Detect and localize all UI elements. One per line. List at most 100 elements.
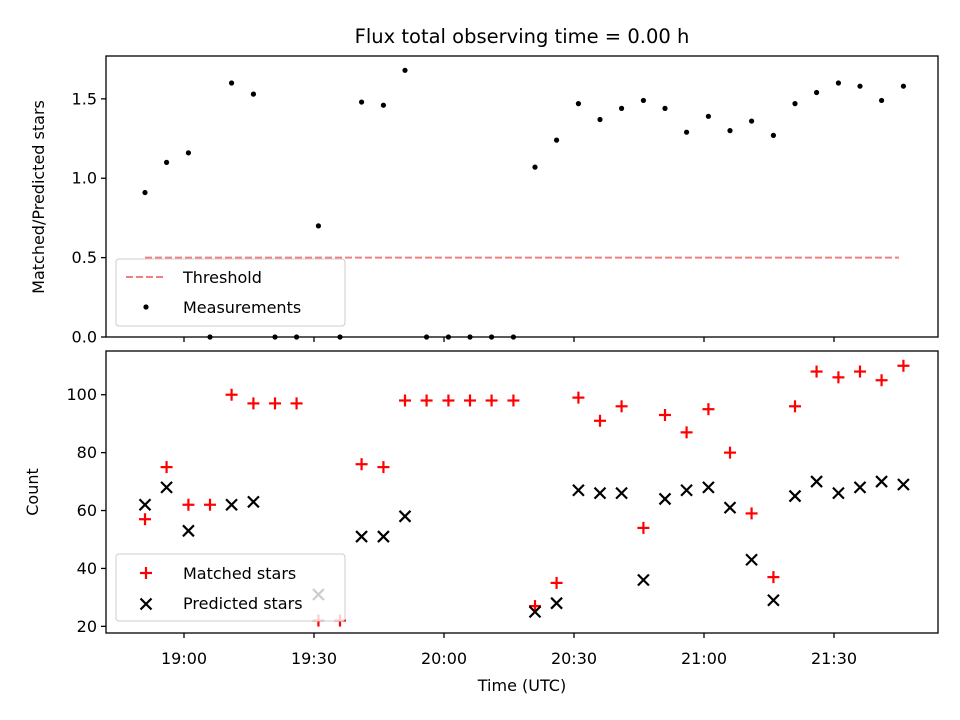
predicted-star-point bbox=[528, 605, 542, 619]
ratio-y-tick-label: 0.0 bbox=[72, 328, 97, 347]
measurement-point bbox=[250, 91, 257, 97]
matched-star-point bbox=[615, 400, 628, 413]
chart-title: Flux total observing time = 0.00 h bbox=[355, 25, 690, 48]
matched-star-point bbox=[139, 513, 151, 526]
predicted-star-marker-b bbox=[572, 483, 585, 497]
predicted-star-marker-b bbox=[702, 481, 715, 494]
predicted-star-marker-b bbox=[788, 489, 802, 503]
predicted-star-marker-b bbox=[810, 475, 823, 488]
matched-star-point bbox=[529, 600, 541, 613]
matched-star-point bbox=[420, 394, 433, 407]
matched-star-point bbox=[594, 414, 606, 427]
predicted-star-marker-b bbox=[767, 594, 780, 607]
ratio-y-ticks: 0.0 0.5 1.0 1.5 bbox=[72, 89, 106, 347]
predicted-star-point bbox=[875, 475, 888, 488]
matched-star-point bbox=[225, 388, 238, 401]
predicted-star-marker-b bbox=[528, 605, 542, 619]
predicted-star-point bbox=[897, 478, 910, 491]
matched-star-point bbox=[745, 507, 758, 520]
ratio-legend: Threshold Measurements bbox=[115, 258, 346, 327]
predicted-star-marker-b bbox=[247, 495, 260, 509]
matched-star-point bbox=[897, 359, 910, 372]
measurement-point bbox=[575, 101, 582, 107]
predicted-star-marker-b bbox=[615, 486, 628, 500]
ratio-y-axis-label: Matched/Predicted stars bbox=[29, 100, 48, 294]
predicted-star-marker-b bbox=[377, 530, 390, 543]
measurement-point bbox=[792, 101, 798, 107]
ratio-y-tick-label: 1.0 bbox=[72, 169, 97, 188]
count-y-tick-label: 40 bbox=[77, 559, 97, 578]
predicted-star-point bbox=[355, 530, 368, 543]
legend-measurements-swatch bbox=[143, 304, 149, 310]
predicted-star-point bbox=[377, 530, 390, 543]
legend-matched-swatch bbox=[140, 567, 152, 579]
predicted-star-marker-b bbox=[182, 524, 195, 538]
matched-star-point bbox=[247, 397, 260, 410]
matched-star-point bbox=[160, 461, 173, 474]
matched-star-point bbox=[659, 408, 671, 421]
count-y-tick-label: 20 bbox=[77, 617, 97, 636]
matched-star-point bbox=[485, 394, 498, 407]
legend-threshold-label: Threshold bbox=[182, 268, 262, 287]
predicted-star-point bbox=[138, 498, 152, 512]
matched-star-point bbox=[204, 498, 216, 511]
measurement-point bbox=[597, 116, 603, 123]
predicted-star-marker-b bbox=[875, 475, 888, 488]
matched-star-point bbox=[442, 394, 455, 407]
ratio-plot-area bbox=[142, 67, 907, 340]
ratio-legend-box bbox=[115, 258, 346, 327]
count-y-tick-label: 100 bbox=[66, 385, 97, 404]
measurement-point bbox=[857, 83, 863, 89]
measurement-point bbox=[315, 223, 322, 229]
count-y-tick-label: 80 bbox=[77, 443, 97, 462]
x-tick-label: 20:30 bbox=[551, 649, 597, 668]
measurement-point bbox=[185, 150, 192, 156]
measurement-point bbox=[532, 164, 538, 170]
measurement-point bbox=[358, 99, 365, 105]
matched-star-point bbox=[724, 446, 736, 459]
legend-measurements-label: Measurements bbox=[183, 298, 301, 317]
matched-star-point bbox=[875, 374, 888, 387]
predicted-star-point bbox=[767, 594, 780, 607]
measurement-point bbox=[727, 128, 733, 134]
predicted-star-point bbox=[572, 483, 585, 497]
predicted-star-point bbox=[702, 481, 715, 494]
matched-star-point bbox=[767, 571, 780, 584]
predicted-star-point bbox=[788, 489, 802, 503]
measurement-point bbox=[618, 105, 625, 111]
predicted-star-point bbox=[247, 495, 260, 509]
predicted-star-marker-b bbox=[225, 498, 238, 512]
predicted-star-marker-b bbox=[897, 478, 910, 491]
predicted-star-marker-b bbox=[355, 530, 368, 543]
predicted-star-marker-b bbox=[853, 481, 867, 494]
matched-star-point bbox=[464, 394, 476, 407]
matched-star-point bbox=[182, 498, 195, 511]
predicted-star-point bbox=[723, 501, 737, 514]
matched-star-point bbox=[550, 576, 563, 589]
x-tick-label: 19:00 bbox=[161, 649, 207, 668]
measurement-point bbox=[900, 83, 907, 89]
measurement-point bbox=[402, 67, 408, 73]
predicted-star-marker-b bbox=[160, 481, 173, 494]
predicted-star-marker-b bbox=[745, 553, 758, 567]
predicted-star-point bbox=[745, 553, 758, 567]
predicted-star-point bbox=[593, 486, 607, 500]
count-legend-box bbox=[115, 553, 346, 622]
ratio-x-ticks bbox=[183, 337, 835, 342]
predicted-star-marker-b bbox=[593, 486, 607, 500]
ratio-y-tick-label: 0.5 bbox=[72, 248, 97, 267]
predicted-star-marker-b bbox=[398, 510, 412, 523]
predicted-star-point bbox=[637, 573, 650, 587]
measurement-point bbox=[662, 105, 668, 111]
legend-predicted-swatch bbox=[139, 597, 153, 611]
matched-star-point bbox=[789, 400, 801, 413]
x-axis-label: Time (UTC) bbox=[477, 676, 566, 695]
count-y-ticks: 20 40 60 80 100 bbox=[66, 385, 106, 636]
measurement-point bbox=[142, 189, 148, 196]
matched-star-point bbox=[702, 403, 715, 416]
count-plot-area bbox=[138, 359, 910, 627]
matched-star-point bbox=[355, 458, 368, 471]
count-panel-frame bbox=[105, 350, 939, 634]
matched-star-point bbox=[832, 371, 845, 384]
